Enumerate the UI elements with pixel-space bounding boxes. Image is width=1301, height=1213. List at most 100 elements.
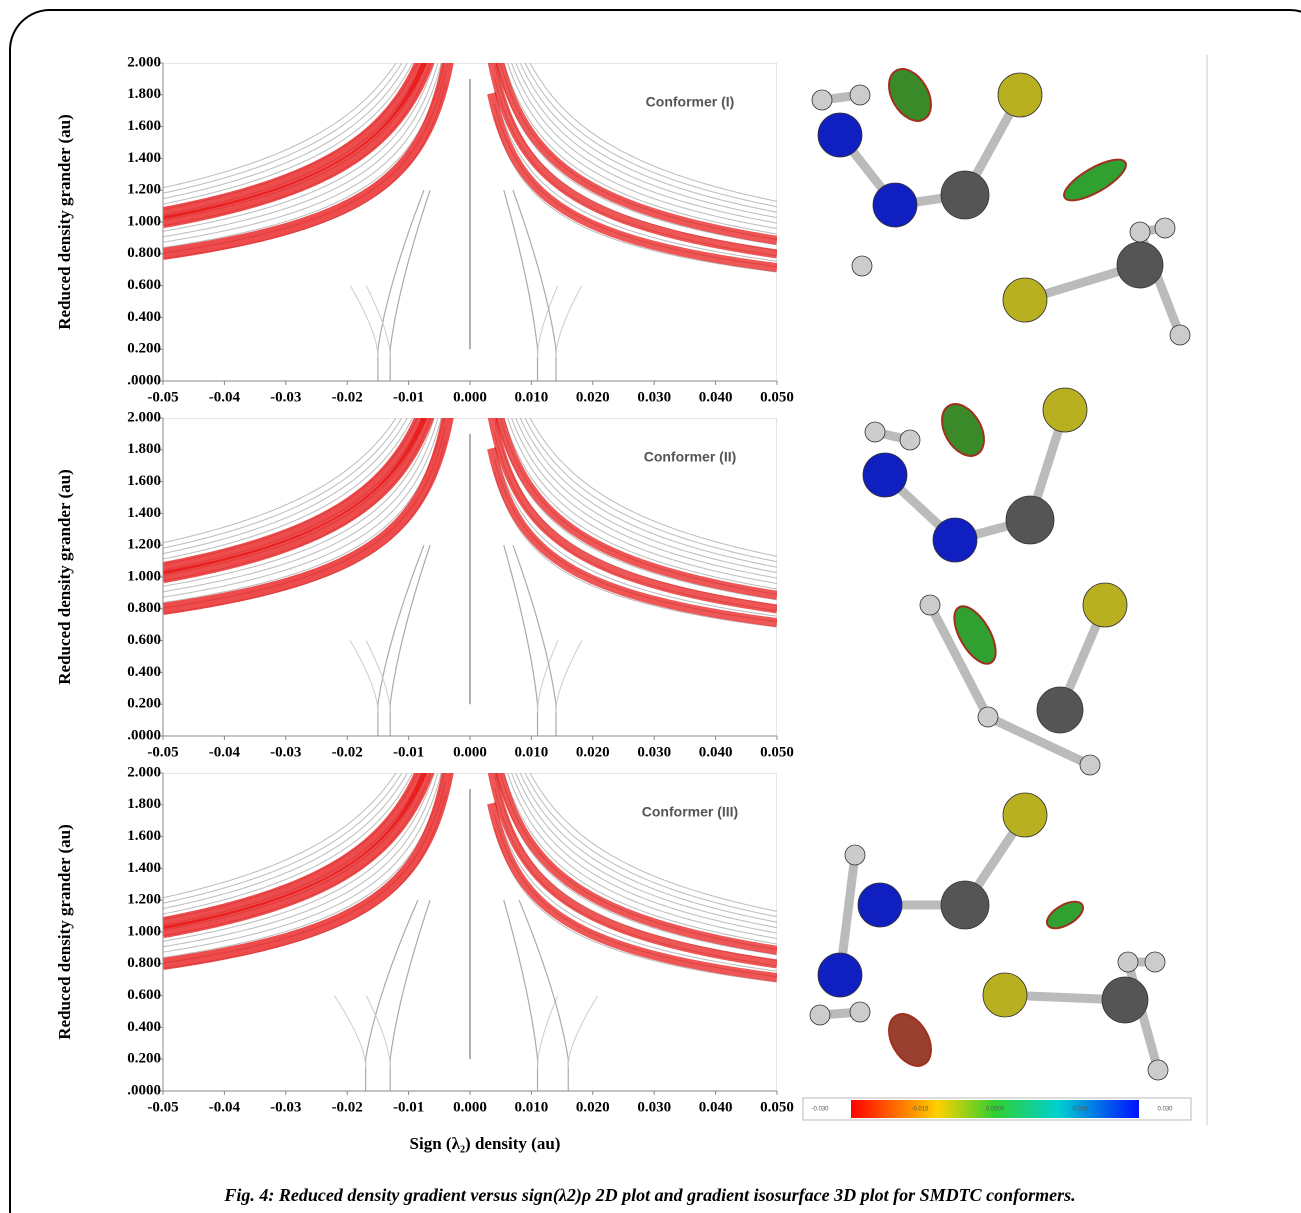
atom (1002, 792, 1048, 838)
x-tick-label: 0.040 (699, 389, 733, 405)
rdg-red (163, 63, 454, 260)
x-tick-label: -0.02 (332, 389, 363, 405)
rdg-drip (365, 285, 391, 358)
rdg-gray (163, 418, 442, 598)
rdg-gray (529, 63, 777, 202)
rdg-gray (163, 418, 414, 560)
rdg-gray (163, 63, 414, 205)
rdg-gray (163, 63, 408, 200)
atom (1144, 951, 1166, 973)
atom (1082, 582, 1128, 628)
rdg-gray (496, 773, 777, 956)
x-tick-label: 0.010 (515, 389, 549, 405)
rdg-gray (494, 117, 777, 273)
rdg-red (163, 418, 428, 575)
atom (1005, 495, 1055, 545)
rdg-gray (163, 63, 442, 243)
colorbar-label: 0.030 (1157, 1107, 1173, 1113)
bond (926, 602, 992, 720)
colorbar-label: 0.0000 (986, 1107, 1005, 1113)
x-tick-label: 0.000 (453, 389, 487, 405)
panel-title: Conformer (I) (646, 94, 735, 110)
rdg-red (495, 773, 777, 955)
rdg-gray (507, 418, 777, 585)
rdg-gray (163, 418, 408, 555)
colorbar-label: -0.030 (811, 1107, 829, 1113)
rdg-gray (515, 773, 777, 929)
x-tick-label: -0.04 (209, 1099, 241, 1115)
rdg-gray (496, 63, 777, 246)
rdg-red (163, 773, 435, 939)
rdg-gray (524, 63, 777, 208)
atom (982, 972, 1028, 1018)
panel: .0000 0.200 0.400 0.600 0.800 1.000 1.200 1.400… (55, 409, 794, 760)
isosurface (888, 68, 932, 122)
rdg-red (163, 418, 435, 584)
x-tick-label: 0.040 (699, 744, 733, 760)
rdg-drip (349, 285, 379, 358)
rdg-red (487, 63, 777, 259)
atom (809, 1004, 831, 1026)
rdg-gray (163, 63, 435, 232)
plot-area (163, 63, 777, 381)
rdg-gray (515, 418, 777, 574)
rdg-gray (494, 472, 777, 628)
y-tick-label: 0.800 (127, 245, 161, 261)
atom (851, 255, 873, 277)
x-tick-label: 0.000 (453, 744, 487, 760)
x-tick-label: -0.03 (270, 1099, 301, 1115)
rdg-gray (163, 63, 445, 249)
atom (817, 112, 863, 158)
atom (1129, 221, 1151, 243)
y-tick-label: 1.600 (127, 118, 161, 134)
x-tick-label: 0.010 (515, 744, 549, 760)
rdg-drip (389, 545, 431, 736)
rdg-red (487, 92, 777, 273)
atom (862, 452, 908, 498)
y-tick-label: 1.200 (127, 892, 161, 908)
rdg-drip (503, 900, 539, 1091)
x-tick-label: 0.030 (637, 1099, 671, 1115)
rdg-gray (524, 773, 777, 918)
y-tick-label: 0.400 (127, 1019, 161, 1035)
rdg-gray (163, 63, 397, 189)
atom (857, 882, 903, 928)
atom (932, 517, 978, 563)
rdg-drip (365, 640, 391, 713)
isosurface (953, 605, 997, 665)
y-tick-label: 0.400 (127, 664, 161, 680)
rdg-gray (511, 418, 777, 579)
rdg-drip (377, 544, 425, 736)
y-tick-label: 1.800 (127, 86, 161, 102)
x-tick-label: -0.01 (393, 744, 424, 760)
y-tick-label: .0000 (127, 372, 161, 388)
y-tick-label: 1.200 (127, 182, 161, 198)
plot-area (163, 418, 777, 736)
rdg-red (163, 63, 428, 220)
y-tick-label: 1.400 (127, 150, 161, 166)
rdg-drip (567, 995, 599, 1068)
rdg-gray (503, 63, 777, 235)
y-tick-label: 0.800 (127, 955, 161, 971)
rdg-red (163, 418, 454, 615)
y-tick-label: 0.400 (127, 309, 161, 325)
x-tick-label: 0.000 (453, 1099, 487, 1115)
x-tick-label: 0.030 (637, 744, 671, 760)
rdg-red (487, 418, 777, 614)
panel: .0000 0.200 0.400 0.600 0.800 1.000 1.200 1.400… (55, 764, 794, 1115)
x-tick-label: -0.02 (332, 744, 363, 760)
colorbar-label: -0.015 (911, 1107, 929, 1113)
y-tick-label: 0.600 (127, 987, 161, 1003)
rdg-drip (537, 995, 559, 1068)
rdg-gray (515, 63, 777, 219)
rdg-gray (163, 63, 403, 194)
atom (940, 170, 990, 220)
x-tick-label: -0.01 (393, 1099, 424, 1115)
x-tick-label: -0.03 (270, 744, 301, 760)
y-tick-label: 1.400 (127, 860, 161, 876)
atom (849, 1001, 871, 1023)
y-tick-label: 1.400 (127, 505, 161, 521)
x-tick-label: -0.01 (393, 389, 424, 405)
y-tick-label: 0.800 (127, 600, 161, 616)
frame (9, 9, 1301, 1213)
